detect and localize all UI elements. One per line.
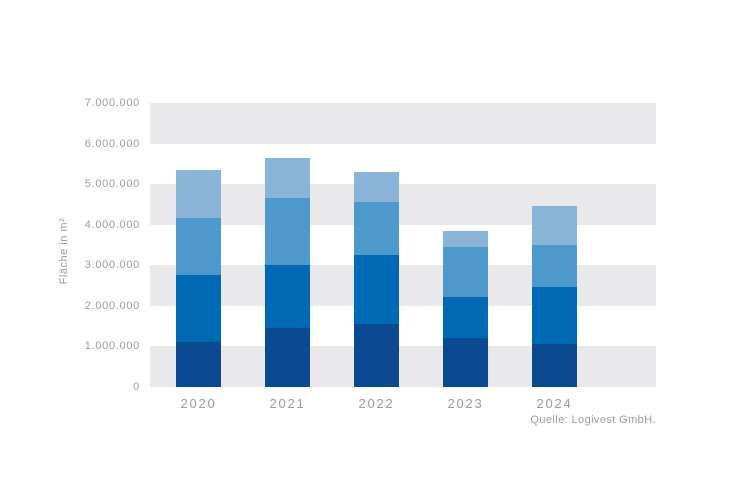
y-tick-label: 7.000.000 bbox=[84, 97, 140, 109]
stacked-bar-2023 bbox=[443, 103, 488, 387]
stacked-bar-2022 bbox=[354, 103, 399, 387]
bar-segment bbox=[176, 275, 221, 342]
x-tick-label: 2022 bbox=[358, 396, 395, 411]
stacked-bar-2024 bbox=[532, 103, 577, 387]
y-tick-label: 4.000.000 bbox=[84, 218, 140, 231]
stacked-bar-2021 bbox=[265, 103, 310, 387]
y-tick-label: 2.000.000 bbox=[84, 299, 140, 312]
bar-segment bbox=[354, 171, 399, 203]
y-tick-label: 6.000.000 bbox=[84, 137, 140, 150]
x-tick-label: 2021 bbox=[269, 396, 306, 411]
bar-segment bbox=[265, 327, 310, 387]
grid-band bbox=[150, 346, 656, 387]
x-tick-label: 2023 bbox=[447, 396, 484, 411]
source-caption: Quelle: Logivest GmbH. bbox=[530, 414, 656, 426]
bar-segment bbox=[532, 343, 577, 387]
bar-segment bbox=[443, 246, 488, 298]
bar-segment bbox=[354, 323, 399, 387]
y-tick-label: 5.000.000 bbox=[84, 178, 140, 190]
bar-segment bbox=[532, 206, 577, 245]
bar-segment bbox=[443, 230, 488, 247]
bar-segment bbox=[265, 265, 310, 328]
bar-segment bbox=[176, 169, 221, 219]
bar-segment bbox=[532, 244, 577, 288]
plot-area bbox=[150, 103, 656, 387]
y-tick-label: 0 bbox=[133, 380, 140, 393]
x-tick-label: 2024 bbox=[536, 396, 573, 411]
bar-segment bbox=[176, 218, 221, 276]
bar-segment bbox=[265, 157, 310, 199]
bar-segment bbox=[265, 198, 310, 265]
grid-band bbox=[150, 184, 656, 225]
bar-segment bbox=[354, 202, 399, 255]
bar-segment bbox=[532, 287, 577, 344]
stacked-bar-2020 bbox=[176, 103, 221, 387]
bar-segment bbox=[443, 297, 488, 338]
bar-segment bbox=[176, 341, 221, 387]
y-tick-label: 3.000.000 bbox=[84, 259, 140, 271]
bar-segment bbox=[354, 254, 399, 324]
bar-segment bbox=[443, 337, 488, 387]
x-tick-label: 2020 bbox=[180, 396, 217, 411]
grid-band bbox=[150, 103, 656, 144]
y-tick-label: 1.000.000 bbox=[84, 340, 140, 352]
grid-band bbox=[150, 265, 656, 306]
